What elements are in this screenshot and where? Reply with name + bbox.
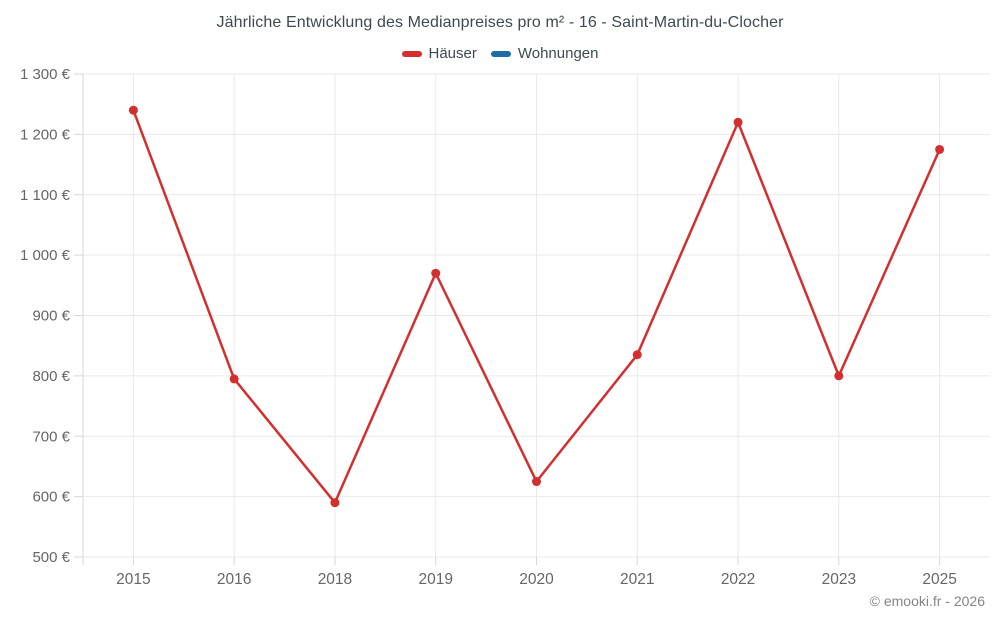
x-tick-label: 2025	[922, 571, 956, 588]
x-tick-label: 2020	[519, 571, 554, 588]
x-tick-label: 2016	[217, 571, 251, 588]
data-point[interactable]	[431, 268, 441, 278]
data-point[interactable]	[733, 117, 743, 127]
x-tick-label: 2021	[620, 571, 654, 588]
chart-title: Jährliche Entwicklung des Medianpreises …	[216, 14, 784, 31]
legend-label-hauser: Häuser	[428, 45, 477, 62]
legend-item-hauser[interactable]: Häuser	[401, 45, 477, 62]
x-tick-label: 2023	[822, 571, 856, 588]
x-tick-label: 2018	[318, 571, 352, 588]
y-tick-label: 500 €	[32, 549, 70, 566]
chart-legend: Häuser Wohnungen	[0, 45, 1000, 62]
y-tick-label: 600 €	[32, 489, 70, 506]
legend-label-wohnungen: Wohnungen	[517, 45, 599, 62]
y-tick-label: 800 €	[32, 368, 70, 385]
copyright-watermark: © emooki.fr - 2026	[869, 593, 985, 609]
y-tick-label: 1 000 €	[20, 247, 71, 264]
y-tick-label: 700 €	[32, 428, 70, 445]
x-tick-label: 2022	[721, 571, 755, 588]
data-point[interactable]	[128, 105, 138, 115]
y-tick-label: 1 200 €	[20, 126, 71, 143]
wohnungen-series-swatch-icon	[490, 50, 511, 57]
y-tick-label: 900 €	[32, 308, 70, 325]
y-tick-label: 1 300 €	[20, 66, 71, 83]
x-tick-label: 2015	[116, 571, 150, 588]
data-point[interactable]	[229, 374, 239, 384]
data-point[interactable]	[532, 477, 541, 487]
hauser-series-swatch-icon	[401, 50, 422, 57]
x-tick-label: 2019	[418, 571, 452, 588]
data-point[interactable]	[632, 350, 642, 360]
legend-item-wohnungen[interactable]: Wohnungen	[490, 45, 599, 62]
data-point[interactable]	[834, 371, 844, 381]
data-point[interactable]	[935, 144, 945, 154]
data-point[interactable]	[330, 498, 340, 508]
y-tick-label: 1 100 €	[20, 187, 71, 204]
